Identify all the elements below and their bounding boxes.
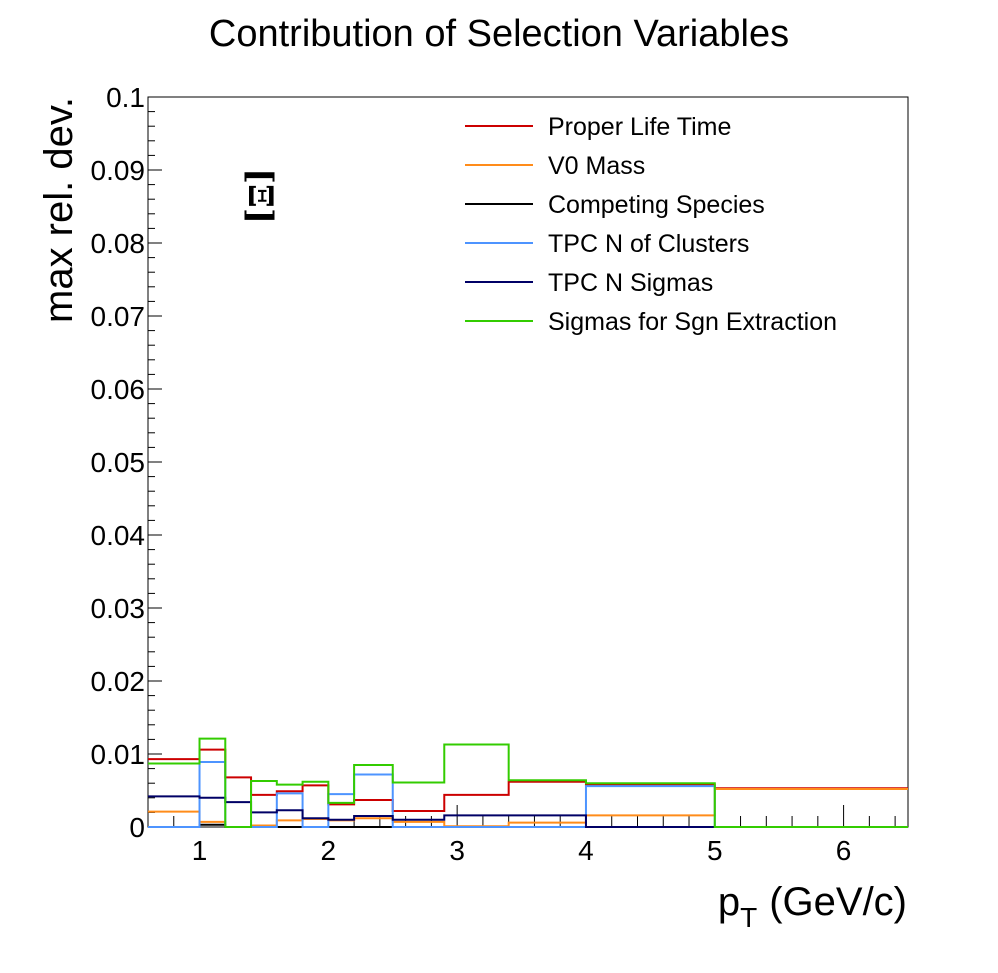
legend-label: TPC N of Clusters — [548, 230, 749, 258]
x-tick-label: 6 — [836, 835, 852, 866]
plot-area: 0 0.01 0.02 0.03 0.04 0.05 0.06 0.07 0.08 0.09 0.1… — [91, 82, 909, 866]
legend-label: Competing Species — [548, 191, 765, 219]
y-tick-label: 0.04 — [91, 520, 146, 551]
legend-label: TPC N Sigmas — [548, 269, 713, 297]
y-tick-label: 0.01 — [91, 739, 146, 770]
legend-label: Sigmas for Sgn Extraction — [548, 308, 837, 336]
y-tick-label: 0.09 — [91, 155, 146, 186]
y-tick-label: 0.06 — [91, 374, 146, 405]
y-tick-label: 0.07 — [91, 301, 146, 332]
x-tick-label: 3 — [449, 835, 465, 866]
legend-label: Proper Life Time — [548, 113, 731, 141]
y-tick-label: 0.03 — [91, 593, 146, 624]
x-axis-label-p: p — [718, 880, 740, 924]
x-axis-label-unit: (GeV/c) — [769, 880, 907, 924]
series-line-6 — [148, 737, 908, 828]
legend: Proper Life Time V0 Mass Competing Species… — [465, 113, 837, 336]
x-axis-label: pT (GeV/c) — [718, 880, 907, 933]
x-tick-label: 4 — [578, 835, 594, 866]
y-tick-label: 0.08 — [91, 228, 146, 259]
y-axis-label: max rel. dev. — [37, 97, 81, 323]
legend-label: V0 Mass — [548, 152, 645, 180]
x-tick-label: 5 — [707, 835, 723, 866]
series-line-1 — [148, 748, 908, 812]
y-tick-label: 0.05 — [91, 447, 146, 478]
x-axis-label-subscript: T — [740, 902, 757, 933]
y-tick-label: 0 — [129, 812, 145, 843]
y-tick-label: 0.02 — [91, 666, 146, 697]
chart-title: Contribution of Selection Variables — [209, 13, 789, 55]
x-tick-label: 2 — [321, 835, 337, 866]
particle-annotation: [Ξ] — [240, 168, 280, 224]
y-tick-label: 0.1 — [106, 82, 145, 113]
x-tick-label: 1 — [192, 835, 208, 866]
